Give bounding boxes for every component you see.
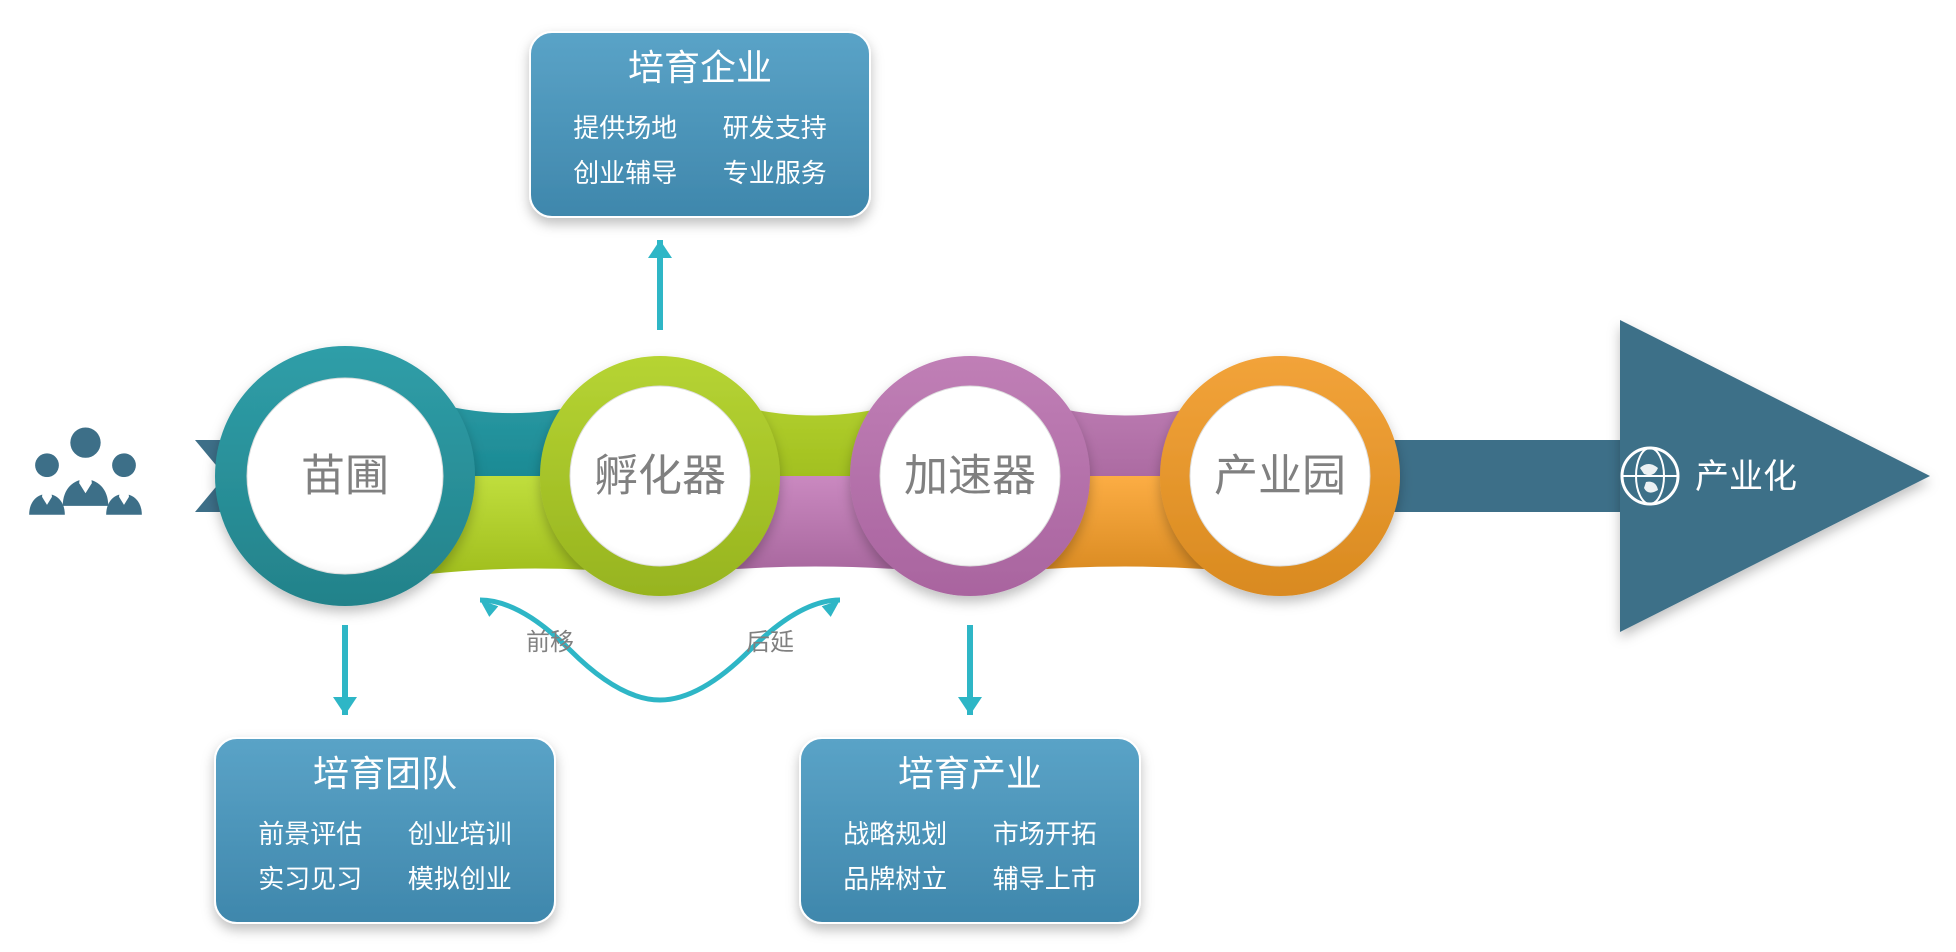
callout-arrowhead-top (648, 240, 672, 258)
callout-bottom-left: 培育团队前景评估 创业培训实习见习 模拟创业 (215, 738, 555, 923)
callout-item-top-3: 专业服务 (723, 158, 827, 188)
node-n1: 苗圃 (215, 346, 475, 606)
callout-bottom-right: 培育产业战略规划 市场开拓品牌树立 辅导上市 (800, 738, 1140, 923)
callout-item-bottom-left-0: 前景评估 (258, 819, 362, 849)
callout-item-bottom-right-1: 市场开拓 (993, 819, 1097, 849)
node-label-n1: 苗圃 (301, 452, 389, 501)
callout-item-top-1: 研发支持 (723, 113, 827, 143)
node-n4: 产业园 (1160, 356, 1400, 596)
node-n3: 加速器 (850, 356, 1090, 596)
callout-item-bottom-left-2: 实习见习 (258, 864, 362, 894)
callout-item-bottom-right-0: 战略规划 (843, 819, 947, 849)
callout-title-top: 培育企业 (628, 47, 772, 88)
node-label-n2: 孵化器 (594, 452, 726, 501)
split-curves: 前移 后延 (476, 595, 845, 700)
callout-arrowhead-bottom-left (333, 697, 357, 715)
callout-item-bottom-left-3: 模拟创业 (408, 864, 512, 894)
callout-arrowhead-bottom-right (958, 697, 982, 715)
callout-item-bottom-left-1: 创业培训 (408, 819, 512, 849)
callout-item-top-2: 创业辅导 (573, 158, 677, 188)
node-label-n4: 产业园 (1214, 452, 1346, 501)
curve-label-left: 前移 (526, 629, 574, 656)
callout-title-bottom-right: 培育产业 (898, 753, 1042, 794)
node-label-n3: 加速器 (904, 452, 1036, 501)
node-n2: 孵化器 (540, 356, 780, 596)
curve-label-right: 后延 (746, 629, 794, 656)
callout-title-bottom-left: 培育团队 (313, 753, 457, 794)
callout-item-bottom-right-2: 品牌树立 (843, 864, 947, 894)
people-icon (29, 427, 142, 514)
end-label: 产业化 (1695, 458, 1797, 496)
callout-top: 培育企业提供场地 研发支持创业辅导 专业服务 (530, 32, 870, 217)
callout-item-top-0: 提供场地 (573, 113, 677, 143)
callout-item-bottom-right-3: 辅导上市 (993, 864, 1097, 894)
